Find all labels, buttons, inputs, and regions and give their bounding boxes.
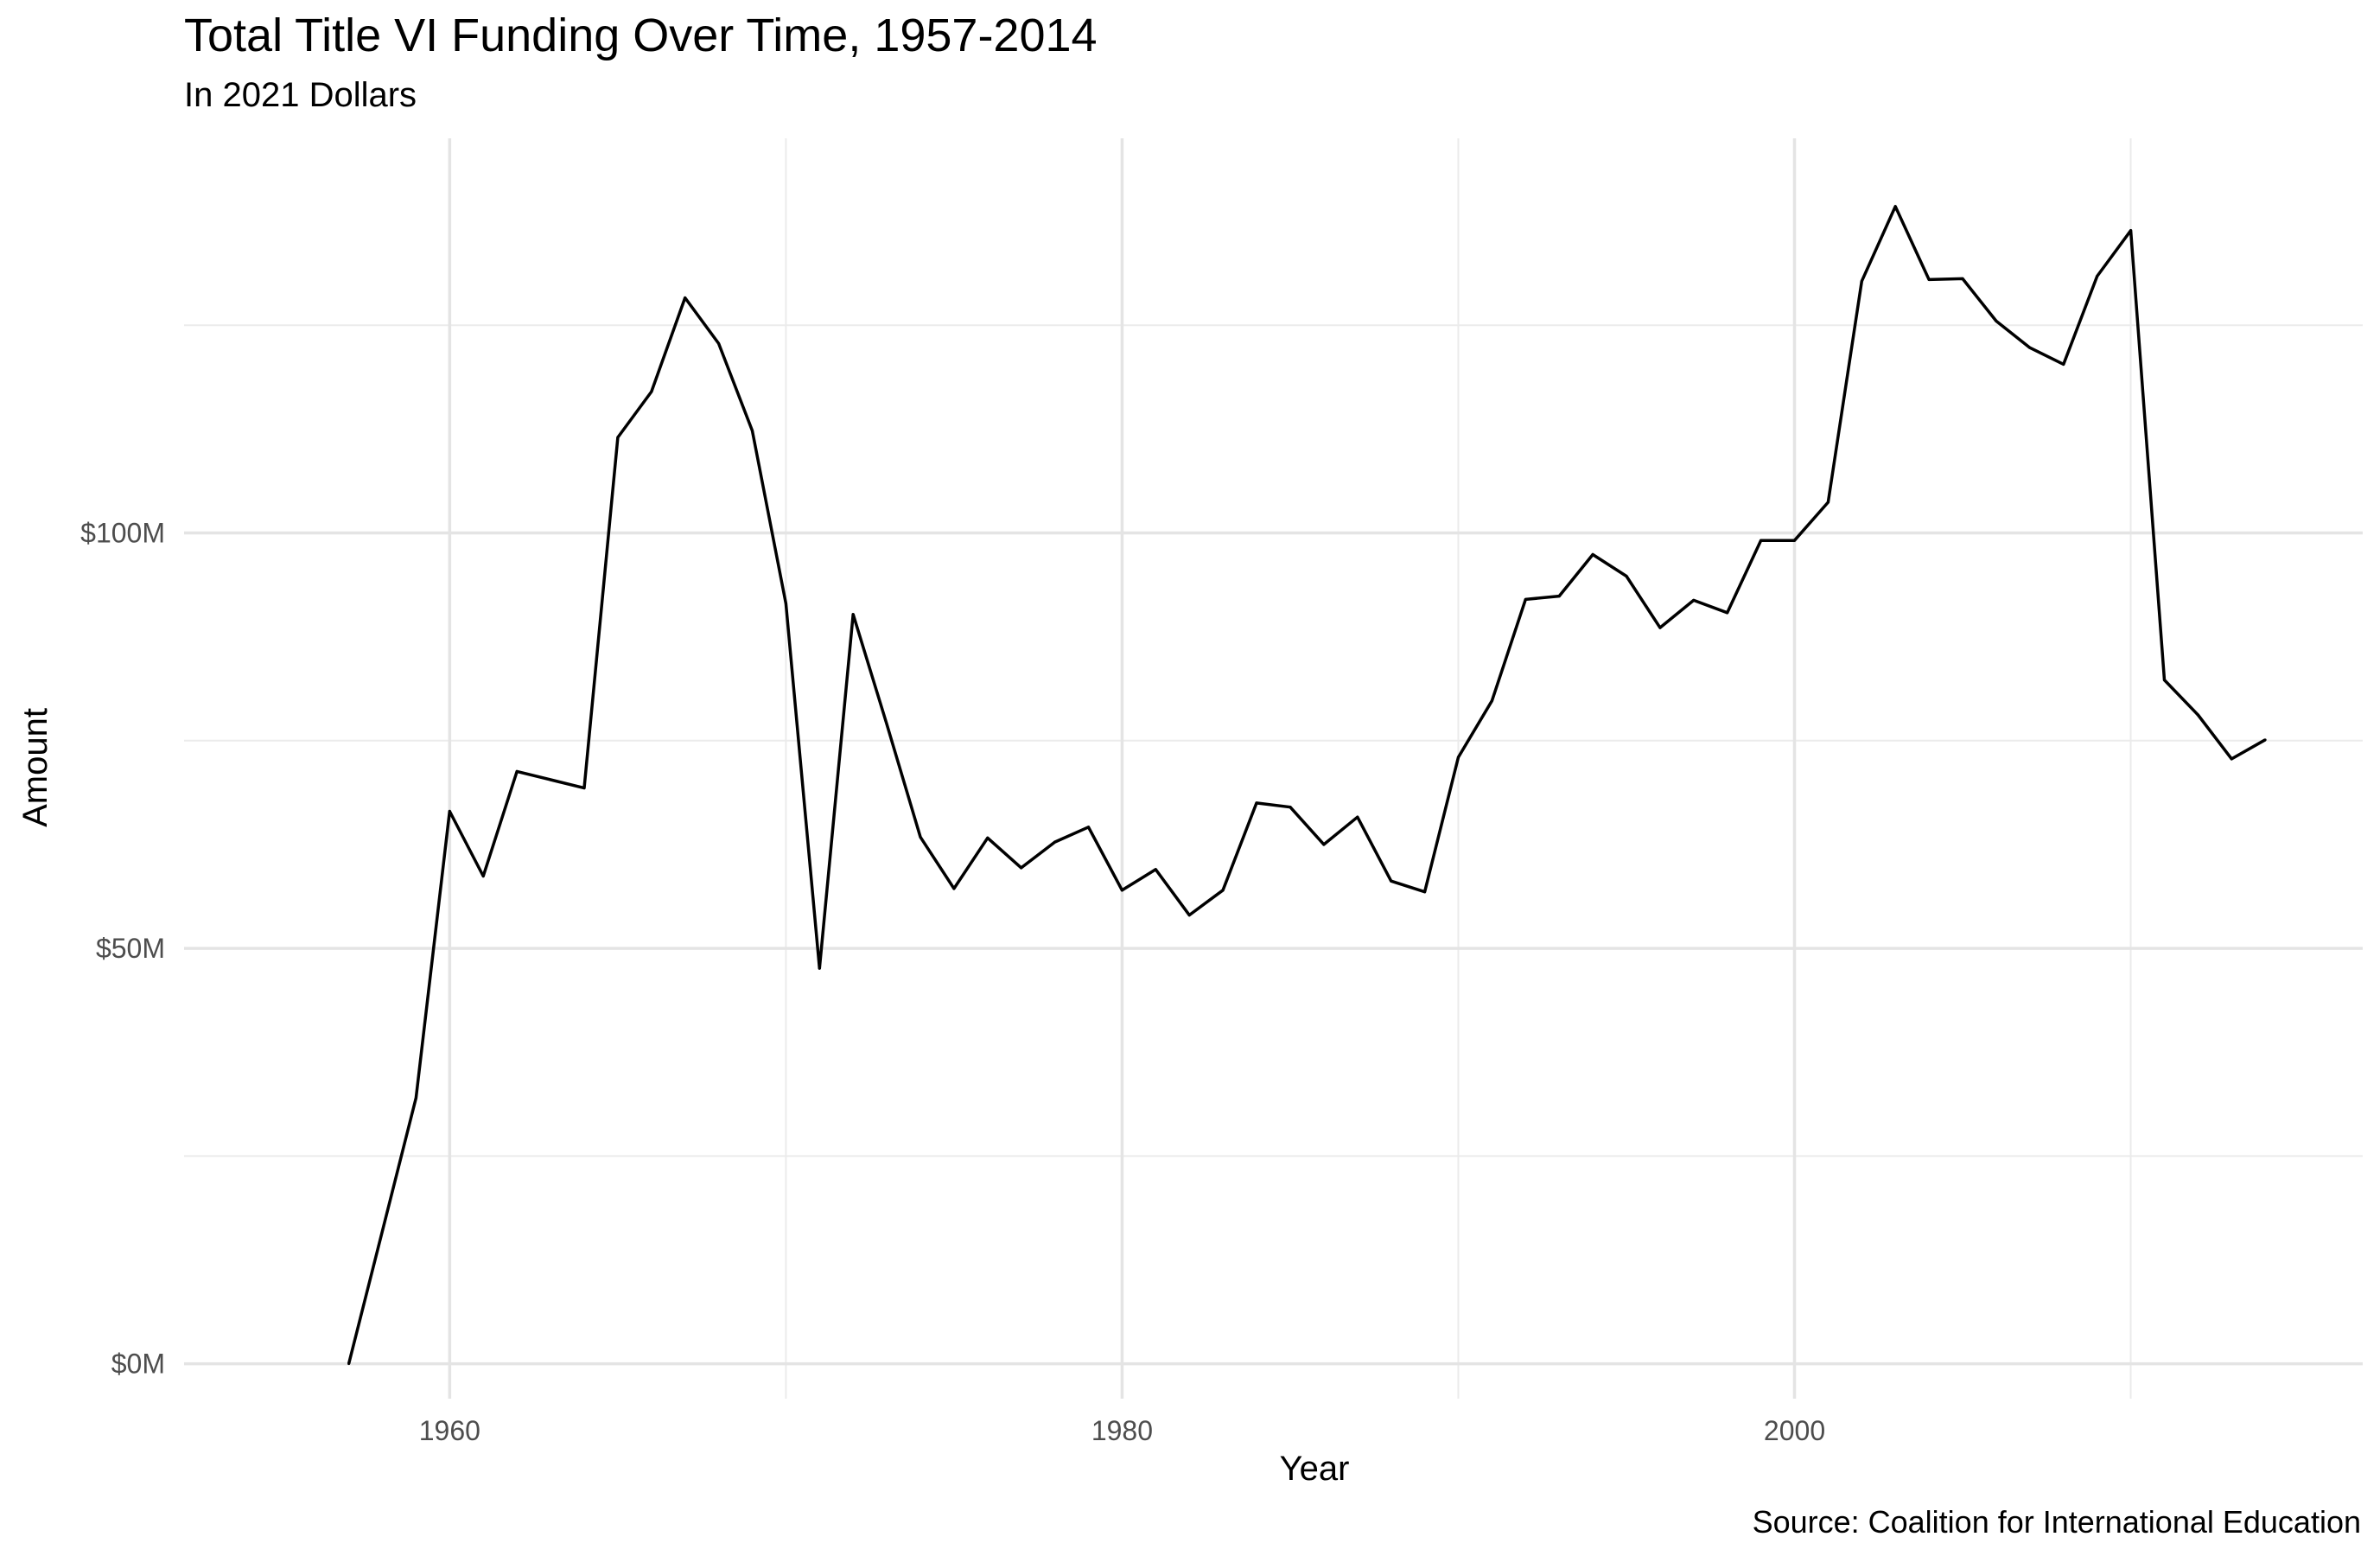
data-point-1982 <box>1187 914 1191 917</box>
chart-title: Total Title VI Funding Over Time, 1957-2… <box>184 10 1098 61</box>
data-point-1966 <box>650 390 653 393</box>
x-tick-label: 2000 <box>1764 1415 1825 1446</box>
data-point-1961 <box>481 874 485 877</box>
data-point-2003 <box>1893 205 1897 208</box>
data-point-1976 <box>986 836 990 839</box>
data-point-1995 <box>1625 575 1628 578</box>
data-point-2013 <box>2230 757 2233 761</box>
data-point-2008 <box>2062 362 2065 366</box>
data-point-2005 <box>1961 277 1964 280</box>
chart-caption: Source: Coalition for International Educ… <box>1752 1504 2361 1540</box>
y-axis-title: Amount <box>16 708 54 827</box>
data-point-1988 <box>1390 879 1393 883</box>
data-point-1969 <box>750 429 754 432</box>
data-point-1994 <box>1591 553 1594 557</box>
y-tick-label: $50M <box>96 933 165 964</box>
data-point-1985 <box>1289 806 1292 809</box>
data-point-1979 <box>1087 826 1091 829</box>
data-point-1983 <box>1221 889 1225 892</box>
series-points-0 <box>347 205 2267 1366</box>
data-point-2014 <box>2263 738 2267 742</box>
data-point-1987 <box>1356 815 1359 819</box>
data-point-2011 <box>2162 679 2166 682</box>
data-point-1984 <box>1255 801 1258 805</box>
data-point-1997 <box>1692 598 1696 602</box>
y-axis-ticks: $0M $50M $100M <box>80 518 165 1380</box>
data-point-1990 <box>1456 756 1460 759</box>
x-axis-title: Year <box>1280 1450 1350 1488</box>
y-tick-label: $0M <box>111 1349 165 1380</box>
data-point-1968 <box>717 341 721 345</box>
data-point-1971 <box>818 966 821 970</box>
data-point-2009 <box>2096 275 2099 278</box>
data-point-1972 <box>851 613 855 616</box>
data-point-1998 <box>1726 611 1729 615</box>
data-point-2000 <box>1793 539 1797 542</box>
data-point-1986 <box>1322 843 1326 846</box>
series-layer <box>347 205 2267 1366</box>
data-point-1957 <box>347 1362 351 1366</box>
data-point-2002 <box>1860 279 1863 283</box>
chart-subtitle: In 2021 Dollars <box>184 76 417 114</box>
data-point-1965 <box>616 436 620 439</box>
minor-gridlines <box>184 138 2363 1399</box>
data-point-1960 <box>448 809 451 813</box>
x-tick-label: 1980 <box>1091 1415 1153 1446</box>
data-point-1977 <box>1020 866 1023 870</box>
data-point-2012 <box>2196 713 2199 717</box>
data-point-1967 <box>684 297 687 300</box>
x-axis-ticks: 1960 1980 2000 <box>419 1415 1825 1446</box>
data-point-1959 <box>414 1096 417 1100</box>
data-point-1989 <box>1423 890 1427 894</box>
data-point-1992 <box>1524 597 1527 601</box>
data-point-1981 <box>1154 868 1157 871</box>
data-point-1980 <box>1120 889 1123 892</box>
data-point-1973 <box>885 723 888 726</box>
x-tick-label: 1960 <box>419 1415 480 1446</box>
major-gridlines <box>184 138 2363 1399</box>
data-point-1962 <box>515 769 519 773</box>
series-line-0 <box>347 205 2267 1365</box>
data-point-1978 <box>1053 840 1057 844</box>
data-point-1991 <box>1490 699 1493 703</box>
data-point-1963 <box>549 778 552 781</box>
data-point-2010 <box>2129 229 2133 233</box>
data-point-2007 <box>2028 346 2032 349</box>
data-point-1975 <box>952 887 956 890</box>
data-point-1970 <box>784 602 787 605</box>
data-point-1996 <box>1658 626 1662 629</box>
data-point-1999 <box>1760 539 1763 542</box>
data-point-1964 <box>582 787 586 790</box>
data-point-2006 <box>1995 319 1998 322</box>
data-point-1993 <box>1557 595 1561 598</box>
data-point-2001 <box>1826 501 1830 504</box>
data-point-2004 <box>1927 277 1931 281</box>
data-point-1958 <box>381 1229 385 1233</box>
data-point-1974 <box>919 835 922 839</box>
y-tick-label: $100M <box>80 518 165 549</box>
